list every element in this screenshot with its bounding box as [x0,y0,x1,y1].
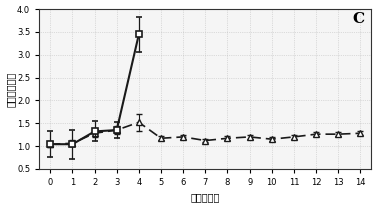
X-axis label: 感染后挌奶: 感染后挌奶 [191,192,220,202]
Text: C: C [352,12,365,26]
Y-axis label: 平均临床得分: 平均临床得分 [6,71,15,106]
